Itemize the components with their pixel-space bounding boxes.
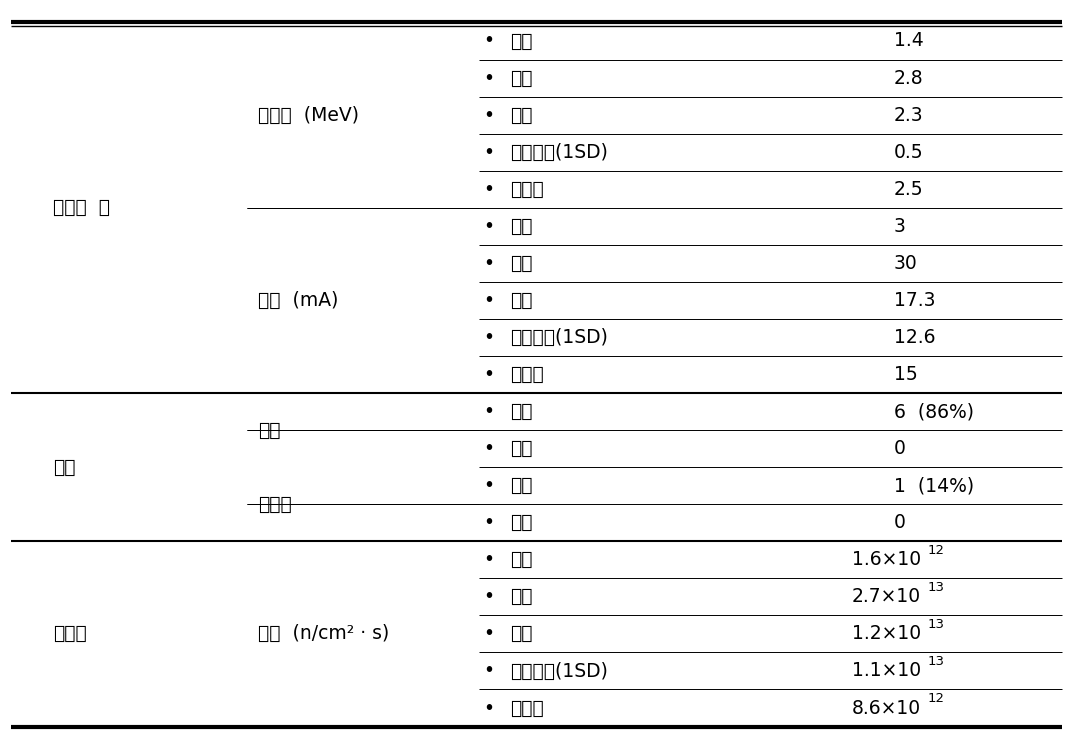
Text: •: • bbox=[484, 625, 495, 643]
Text: 2.7×10: 2.7×10 bbox=[852, 587, 921, 607]
Text: 중성자: 중성자 bbox=[53, 625, 87, 643]
Text: 최소: 최소 bbox=[511, 216, 532, 236]
Text: 1.4: 1.4 bbox=[894, 31, 924, 50]
Text: 12.6: 12.6 bbox=[894, 328, 936, 347]
Text: 2.8: 2.8 bbox=[894, 69, 924, 88]
Text: 13: 13 bbox=[928, 580, 944, 594]
Text: •: • bbox=[484, 513, 495, 533]
Text: 1.1×10: 1.1×10 bbox=[852, 661, 921, 680]
Text: •: • bbox=[484, 142, 495, 162]
Text: 평균: 평균 bbox=[511, 291, 532, 310]
Text: 8.6×10: 8.6×10 bbox=[852, 699, 921, 718]
Text: 양성자  빔: 양성자 빔 bbox=[53, 198, 109, 217]
Text: 고체: 고체 bbox=[511, 476, 532, 495]
Text: 액체: 액체 bbox=[511, 439, 532, 458]
Text: 1.6×10: 1.6×10 bbox=[852, 551, 921, 569]
Text: 13: 13 bbox=[928, 655, 944, 668]
Text: •: • bbox=[484, 106, 495, 124]
Text: 최대: 최대 bbox=[511, 587, 532, 607]
Text: 중간값: 중간값 bbox=[511, 180, 544, 198]
Text: 0: 0 bbox=[894, 439, 906, 458]
Text: •: • bbox=[484, 661, 495, 680]
Text: 3: 3 bbox=[894, 216, 906, 236]
Text: 리튟: 리튟 bbox=[258, 421, 280, 440]
Text: •: • bbox=[484, 699, 495, 718]
Text: 13: 13 bbox=[928, 618, 944, 631]
Text: 최대: 최대 bbox=[511, 254, 532, 273]
Text: •: • bbox=[484, 31, 495, 50]
Text: 15: 15 bbox=[894, 365, 917, 384]
Text: 표준편차(1SD): 표준편차(1SD) bbox=[511, 328, 608, 347]
Text: •: • bbox=[484, 254, 495, 273]
Text: •: • bbox=[484, 69, 495, 88]
Text: •: • bbox=[484, 439, 495, 458]
Text: •: • bbox=[484, 551, 495, 569]
Text: 표적: 표적 bbox=[53, 458, 75, 476]
Text: 최소: 최소 bbox=[511, 31, 532, 50]
Text: •: • bbox=[484, 587, 495, 607]
Text: 표준편차(1SD): 표준편차(1SD) bbox=[511, 142, 608, 162]
Text: 고체: 고체 bbox=[511, 402, 532, 421]
Text: 17.3: 17.3 bbox=[894, 291, 936, 310]
Text: 최대: 최대 bbox=[511, 69, 532, 88]
Text: 6  (86%): 6 (86%) bbox=[894, 402, 974, 421]
Text: 수율  (n/cm² · s): 수율 (n/cm² · s) bbox=[258, 625, 389, 643]
Text: 에너지  (MeV): 에너지 (MeV) bbox=[258, 106, 358, 124]
Text: •: • bbox=[484, 291, 495, 310]
Text: 최소: 최소 bbox=[511, 551, 532, 569]
Text: •: • bbox=[484, 328, 495, 347]
Text: 1  (14%): 1 (14%) bbox=[894, 476, 974, 495]
Text: 2.5: 2.5 bbox=[894, 180, 924, 198]
Text: 2.3: 2.3 bbox=[894, 106, 924, 124]
Text: 표준편차(1SD): 표준편차(1SD) bbox=[511, 661, 608, 680]
Text: •: • bbox=[484, 402, 495, 421]
Text: •: • bbox=[484, 476, 495, 495]
Text: 중간값: 중간값 bbox=[511, 365, 544, 384]
Text: •: • bbox=[484, 180, 495, 198]
Text: 1.2×10: 1.2×10 bbox=[852, 625, 921, 643]
Text: 0.5: 0.5 bbox=[894, 142, 924, 162]
Text: 평균: 평균 bbox=[511, 106, 532, 124]
Text: 12: 12 bbox=[928, 544, 944, 557]
Text: 중간값: 중간값 bbox=[511, 699, 544, 718]
Text: 0: 0 bbox=[894, 513, 906, 533]
Text: 12: 12 bbox=[928, 692, 944, 705]
Text: •: • bbox=[484, 365, 495, 384]
Text: 액체: 액체 bbox=[511, 513, 532, 533]
Text: 전류  (mA): 전류 (mA) bbox=[258, 291, 338, 310]
Text: •: • bbox=[484, 216, 495, 236]
Text: 베릴륨: 베릴륨 bbox=[258, 494, 292, 514]
Text: 평균: 평균 bbox=[511, 625, 532, 643]
Text: 30: 30 bbox=[894, 254, 917, 273]
